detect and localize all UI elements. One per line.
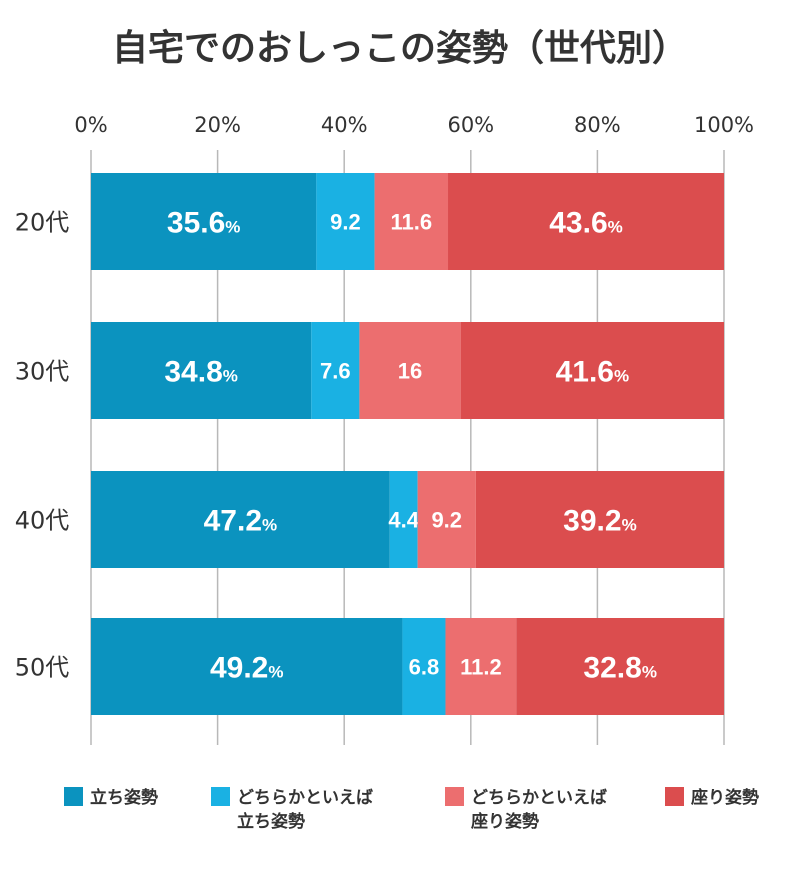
percent-suffix: % [225, 218, 240, 237]
data-label: 16 [398, 359, 422, 384]
bar-segment [91, 471, 390, 568]
x-tick-label: 0% [74, 113, 107, 137]
x-tick-label: 60% [447, 113, 494, 137]
bar-segment [359, 322, 461, 419]
bar-segment [91, 322, 312, 419]
data-label: 9.2 [330, 210, 361, 235]
bar-segment [389, 471, 418, 568]
bar-segment [516, 618, 724, 715]
data-label: 39.2% [563, 505, 637, 538]
percent-suffix: % [268, 663, 283, 682]
x-axis-ticks: 0% 20% 40% 60% 80% 100% [74, 113, 754, 137]
bar-segment [460, 322, 724, 419]
legend-label: どちらかといえば [237, 788, 373, 808]
data-label: 7.6 [320, 359, 351, 384]
data-label: 4.4 [388, 508, 419, 533]
bar-segment [475, 471, 724, 568]
legend-swatch [64, 787, 83, 806]
data-label: 11.2 [460, 655, 502, 680]
data-label: 6.8 [409, 655, 440, 680]
data-label: 9.2 [431, 508, 462, 533]
x-tick-label: 100% [694, 113, 754, 137]
legend-label: 立ち姿勢 [237, 811, 305, 832]
legend-swatch [211, 787, 230, 806]
category-label: 20代 [15, 209, 70, 237]
legend-label: 座り姿勢 [471, 811, 539, 832]
bars: 35.6% 9.2 11.6 43.6%34.8% 7.6 16 41.6%47.2% 4.4… [91, 173, 724, 715]
bar-segment [316, 173, 375, 270]
category-label: 50代 [15, 654, 70, 682]
y-axis-categories: 20代 30代 40代 50代 [15, 209, 70, 682]
bar-segment [374, 173, 449, 270]
percent-suffix: % [262, 516, 277, 535]
legend-swatch [445, 787, 464, 806]
bar-segment [445, 618, 517, 715]
bar-segment [417, 471, 476, 568]
bar-segment [311, 322, 360, 419]
percent-suffix: % [622, 516, 637, 535]
legend-swatch [665, 787, 684, 806]
x-tick-label: 40% [321, 113, 368, 137]
category-label: 40代 [15, 507, 70, 535]
bar-segment [91, 173, 317, 270]
bar-segment [91, 618, 403, 715]
bar-segment [402, 618, 446, 715]
percent-suffix: % [608, 218, 623, 237]
percent-suffix: % [223, 367, 238, 386]
data-label: 11.6 [390, 210, 432, 235]
percent-suffix: % [642, 663, 657, 682]
bar-segment [448, 173, 724, 270]
category-label: 30代 [15, 358, 70, 386]
percent-suffix: % [614, 367, 629, 386]
x-tick-label: 20% [194, 113, 241, 137]
x-tick-label: 80% [574, 113, 621, 137]
legend-label: どちらかといえば [471, 788, 607, 808]
chart-title: 自宅でのおしっこの姿勢（世代別） [112, 27, 688, 69]
legend-label: 立ち姿勢 [90, 787, 158, 808]
legend-label: 座り姿勢 [691, 787, 759, 808]
